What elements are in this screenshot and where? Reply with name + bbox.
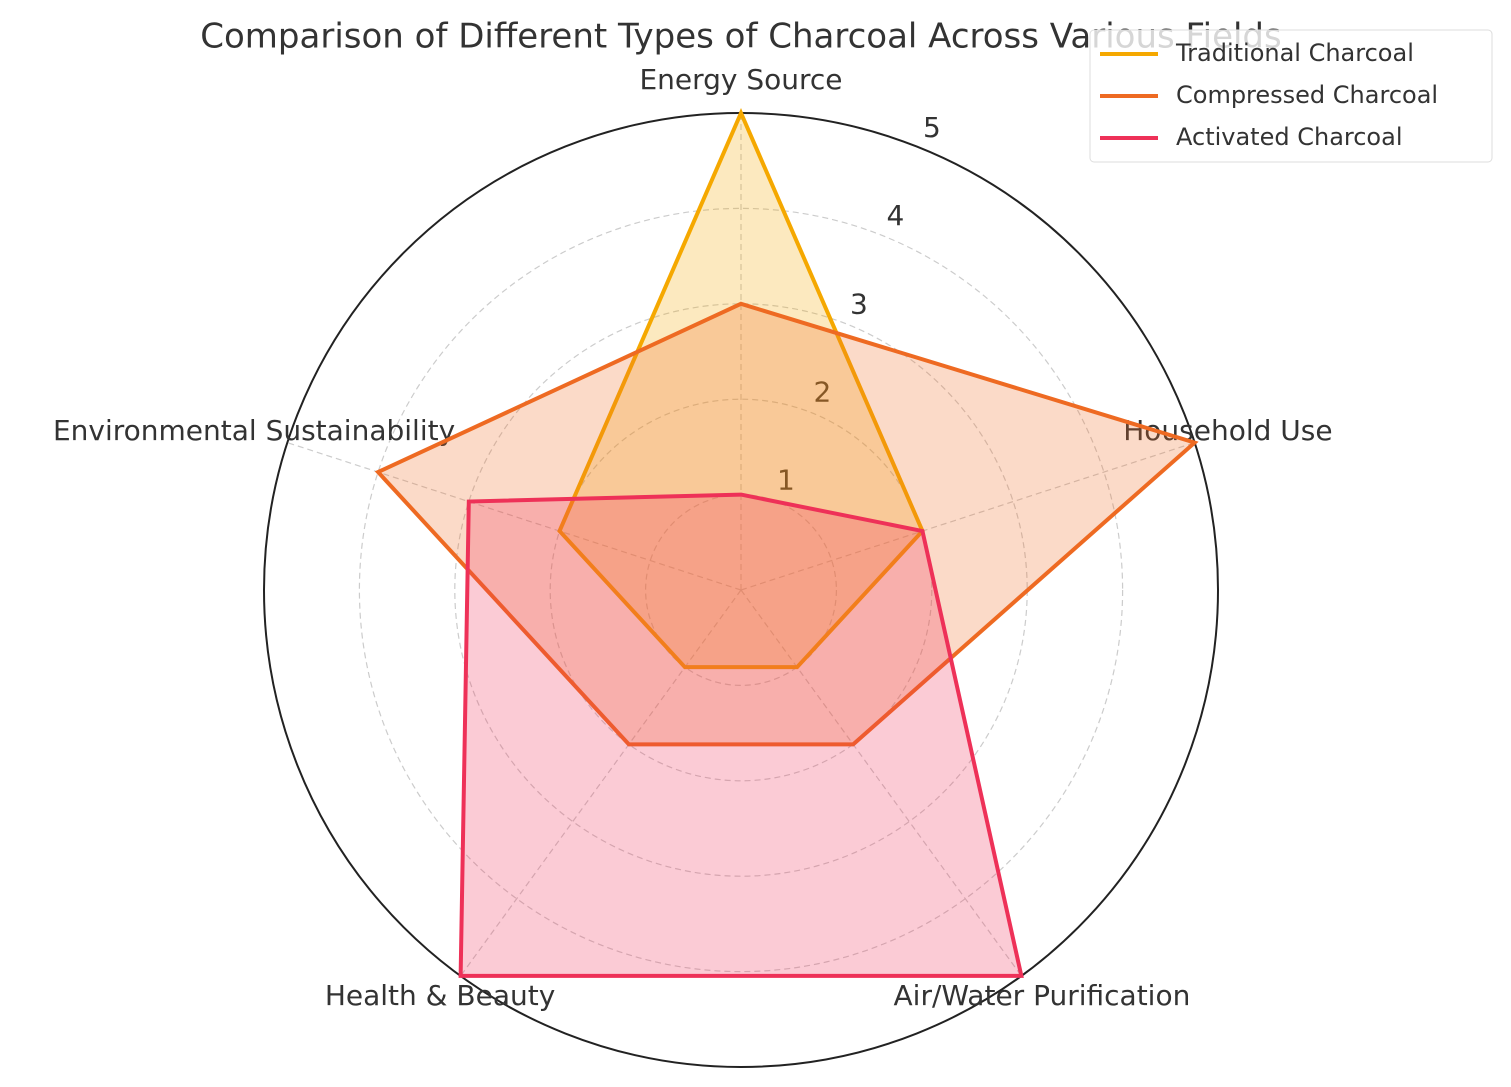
series-area xyxy=(559,113,923,668)
series-line xyxy=(374,301,1199,747)
grid-ring xyxy=(358,207,1124,973)
legend: Traditional Charcoal Compressed Charcoal A… xyxy=(1089,29,1493,163)
series-line xyxy=(557,107,925,670)
r-tick-label: 4 xyxy=(887,199,905,232)
legend-box xyxy=(1089,29,1493,163)
grid-ring xyxy=(644,494,837,687)
r-tick-label: 5 xyxy=(923,111,941,144)
r-tick-label: 3 xyxy=(850,287,868,320)
legend-label: Traditional Charcoal xyxy=(1175,39,1414,67)
grid-ring xyxy=(549,398,933,782)
category-label: Health & Beauty xyxy=(325,979,555,1012)
r-tick-label: 1 xyxy=(777,464,795,497)
legend-label: Activated Charcoal xyxy=(1176,123,1403,151)
category-label: Air/Water Purification xyxy=(894,979,1191,1012)
category-label: Environmental Sustainability xyxy=(53,414,455,447)
r-tick-label: 2 xyxy=(814,375,832,408)
series-area xyxy=(378,303,1195,745)
legend-label: Compressed Charcoal xyxy=(1176,81,1438,109)
series-area xyxy=(460,494,1022,976)
category-label: Energy Source xyxy=(639,63,842,96)
series-line xyxy=(458,492,1024,978)
